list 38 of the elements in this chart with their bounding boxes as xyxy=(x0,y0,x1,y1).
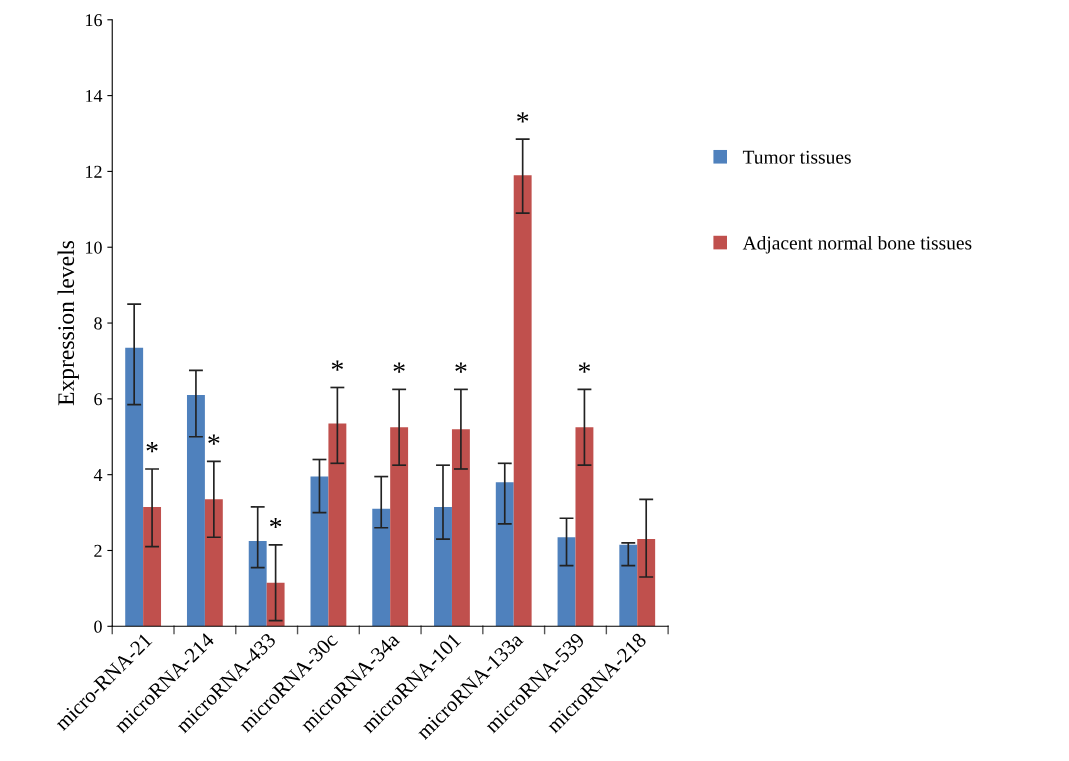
y-tick-label: 0 xyxy=(94,620,102,633)
y-tick-label: 4 xyxy=(93,469,103,481)
bar xyxy=(125,347,144,627)
y-tick-label: 8 xyxy=(94,317,102,330)
bar xyxy=(495,482,514,627)
bar xyxy=(557,537,576,627)
annotation: * xyxy=(517,112,529,123)
annotation: * xyxy=(455,362,467,373)
annotation: * xyxy=(146,442,158,453)
y-tick-label: 2 xyxy=(94,544,102,557)
bar xyxy=(637,539,656,627)
legend-label: Adjacent normal bone tissues xyxy=(742,235,972,254)
bar xyxy=(513,175,532,627)
y-tick-label: 6 xyxy=(94,393,102,406)
y-tick-label: 16 xyxy=(86,14,102,27)
y-tick-label: 12 xyxy=(86,165,102,178)
bar xyxy=(328,423,347,627)
y-tick-label: 10 xyxy=(86,241,102,254)
bar xyxy=(248,541,267,627)
y-axis-title: Expression levels xyxy=(57,240,79,406)
annotation: * xyxy=(331,360,343,371)
y-tick-label: 14 xyxy=(86,89,103,102)
bar xyxy=(310,476,329,627)
bar xyxy=(451,429,470,627)
annotation: * xyxy=(393,362,405,373)
legend-label: Tumor tissues xyxy=(742,150,851,164)
annotation: * xyxy=(578,362,591,373)
annotation: * xyxy=(208,434,220,445)
bar xyxy=(372,508,391,627)
bar xyxy=(619,544,638,627)
bar xyxy=(266,582,285,627)
bar xyxy=(390,427,409,627)
annotation: * xyxy=(270,517,282,529)
bar xyxy=(204,499,223,627)
bar xyxy=(575,427,594,627)
bar xyxy=(143,506,162,627)
bar xyxy=(186,395,205,627)
bar xyxy=(434,506,452,627)
